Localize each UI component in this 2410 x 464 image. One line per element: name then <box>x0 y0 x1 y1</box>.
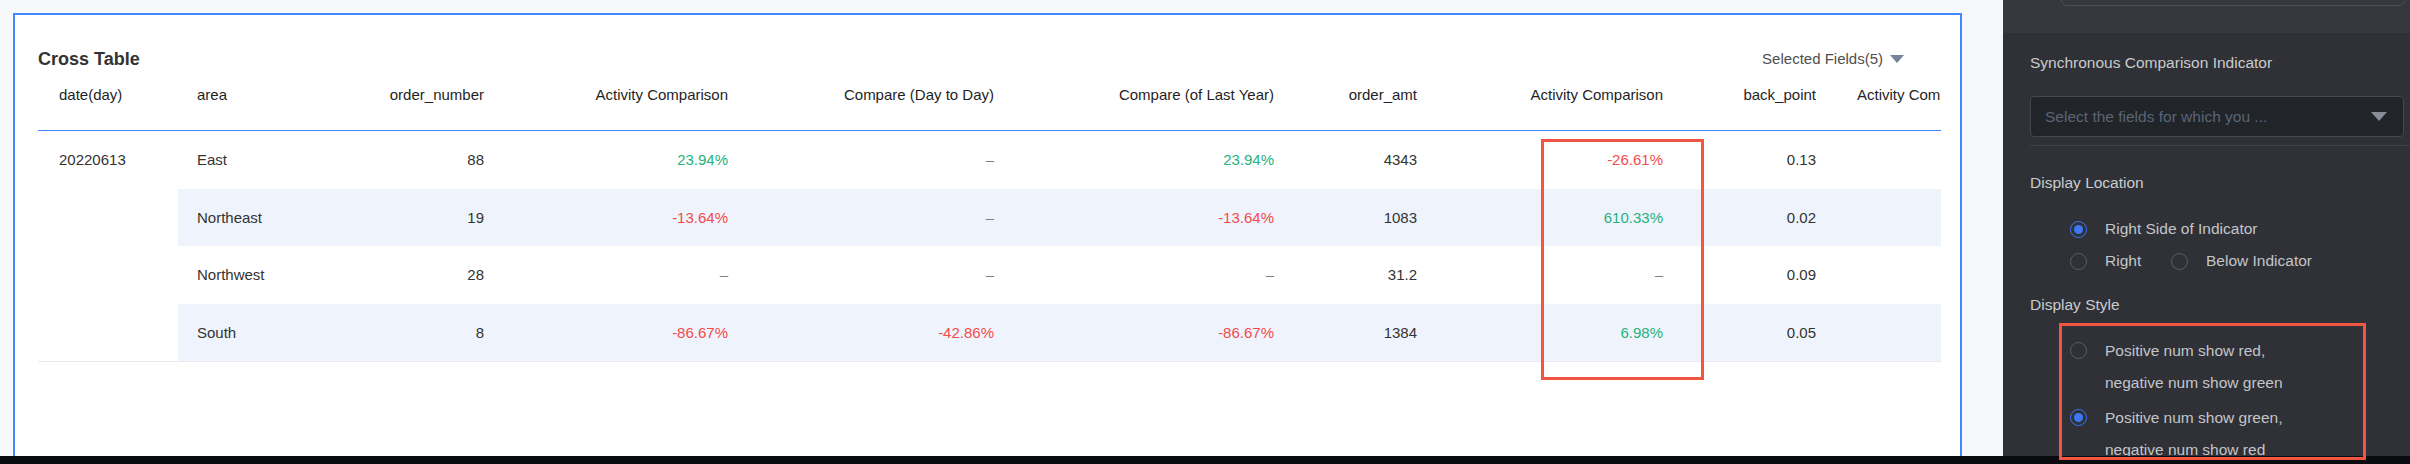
column-header[interactable]: Activity Comparison <box>1819 59 1941 130</box>
field-select[interactable]: Select the fields for which you ... <box>2030 96 2404 137</box>
display-style-label: Display Style <box>2030 296 2120 314</box>
radio-unselected-icon <box>2070 342 2087 359</box>
table-cell: South <box>178 304 332 362</box>
table-cell: 4343 <box>1277 131 1420 189</box>
column-header[interactable]: area <box>178 59 332 130</box>
column-header[interactable]: date(day) <box>38 59 178 130</box>
column-header[interactable]: back_point <box>1666 59 1819 130</box>
column-header[interactable]: order_amt <box>1277 59 1420 130</box>
column-header[interactable]: order_number <box>332 59 487 130</box>
radio-selected-icon <box>2070 409 2087 426</box>
table-cell: -26.61% <box>1420 131 1666 189</box>
table-row: Northwest28–––31.2–0.09 <box>38 246 1941 304</box>
table-cell <box>38 189 178 247</box>
table-body: 20220613East8823.94%–23.94%4343-26.61%0.… <box>38 131 1941 362</box>
table-cell: 610.33% <box>1420 189 1666 247</box>
table-cell <box>1819 304 1941 362</box>
table-cell: Northwest <box>178 246 332 304</box>
table-cell: Northeast <box>178 189 332 247</box>
radio-selected-icon <box>2070 221 2087 238</box>
radio-right-side-of-indicator[interactable]: Right Side of Indicator <box>2070 220 2258 238</box>
table-cell: 1384 <box>1277 304 1420 362</box>
display-location-label: Display Location <box>2030 174 2144 192</box>
table-cell: 0.13 <box>1666 131 1819 189</box>
table-cell: – <box>1420 246 1666 304</box>
table-cell: -42.86% <box>731 304 997 362</box>
table-cell <box>38 304 178 362</box>
field-select-placeholder: Select the fields for which you ... <box>2031 108 2371 126</box>
table-header-row: date(day)areaorder_numberActivity Compar… <box>38 59 1941 131</box>
table-cell: 8 <box>332 304 487 362</box>
panel-top-section <box>2003 0 2410 33</box>
table-cell: 6.98% <box>1420 304 1666 362</box>
window-bottom-edge <box>0 456 2410 464</box>
table-cell <box>38 246 178 304</box>
column-header[interactable]: Compare (Day to Day) <box>731 59 997 130</box>
table-cell: 88 <box>332 131 487 189</box>
table-cell: 23.94% <box>997 131 1277 189</box>
table-cell: – <box>731 189 997 247</box>
table-row: Northeast19-13.64%–-13.64%1083610.33%0.0… <box>38 189 1941 247</box>
radio-positive-red-negative-green[interactable]: Positive num show red, negative num show… <box>2070 335 2283 399</box>
table-cell: 23.94% <box>487 131 731 189</box>
settings-panel: Synchronous Comparison Indicator Select … <box>2003 0 2410 464</box>
table-cell: 28 <box>332 246 487 304</box>
table-row: South8-86.67%-42.86%-86.67%13846.98%0.05 <box>38 304 1941 363</box>
table-cell: 0.09 <box>1666 246 1819 304</box>
radio-unselected-icon <box>2070 253 2087 270</box>
sync-comparison-indicator-label: Synchronous Comparison Indicator <box>2030 54 2272 72</box>
column-header[interactable]: Activity Comparison <box>487 59 731 130</box>
truncated-input-box[interactable] <box>2061 0 2405 6</box>
table-cell: 1083 <box>1277 189 1420 247</box>
radio-below-indicator[interactable]: Below Indicator <box>2171 252 2312 270</box>
chevron-down-icon <box>2371 112 2387 121</box>
table-cell: – <box>487 246 731 304</box>
cross-table-card: Cross Table Selected Fields(5) date(day)… <box>13 13 1962 464</box>
table-cell: 20220613 <box>38 131 178 189</box>
table-cell <box>1819 246 1941 304</box>
radio-unselected-icon <box>2171 253 2188 270</box>
table-cell: -86.67% <box>487 304 731 362</box>
table-cell: 31.2 <box>1277 246 1420 304</box>
table-cell: 19 <box>332 189 487 247</box>
cross-table: date(day)areaorder_numberActivity Compar… <box>38 59 1941 362</box>
table-cell <box>1819 189 1941 247</box>
table-cell: -13.64% <box>487 189 731 247</box>
column-header[interactable]: Compare (of Last Year) <box>997 59 1277 130</box>
divider <box>2030 145 2410 146</box>
radio-right[interactable]: Right <box>2070 252 2141 270</box>
table-cell: – <box>731 246 997 304</box>
radio-positive-green-negative-red[interactable]: Positive num show green, negative num sh… <box>2070 402 2282 464</box>
table-cell: – <box>731 131 997 189</box>
table-cell: 0.05 <box>1666 304 1819 362</box>
table-cell: -86.67% <box>997 304 1277 362</box>
table-cell <box>1819 131 1941 189</box>
table-cell: -13.64% <box>997 189 1277 247</box>
table-cell: 0.02 <box>1666 189 1819 247</box>
table-cell: East <box>178 131 332 189</box>
table-cell: – <box>997 246 1277 304</box>
column-header[interactable]: Activity Comparison <box>1420 59 1666 130</box>
table-row: 20220613East8823.94%–23.94%4343-26.61%0.… <box>38 131 1941 189</box>
